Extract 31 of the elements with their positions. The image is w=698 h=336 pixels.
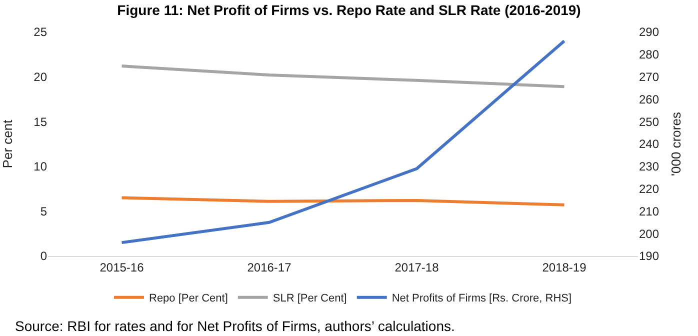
y2-tick-label: 200: [639, 226, 660, 241]
y2-tick-label: 260: [639, 92, 660, 106]
x-tick-label: 2016-17: [247, 260, 292, 274]
x-tick-label: 2018-19: [542, 260, 587, 274]
y2-tick-label: 250: [639, 114, 660, 129]
legend-label: SLR [Per Cent]: [272, 292, 347, 305]
y-axis-title: Per cent: [0, 119, 15, 168]
x-tick-label: 2017-18: [394, 260, 440, 274]
y2-tick-label: 210: [639, 204, 660, 218]
y2-tick-label: 290: [639, 25, 660, 40]
chart-title: Figure 11: Net Profit of Firms vs. Repo Rate and SLR Rate (2016-2019): [117, 2, 581, 18]
y-tick-label: 10: [34, 160, 48, 174]
source-note: Source: RBI for rates and for Net Profits of Firms, authors’ calculations.: [15, 318, 455, 334]
y2-tick-label: 270: [639, 70, 660, 84]
y2-axis-title: '000 crores: [668, 112, 684, 176]
y2-tick-label: 240: [639, 137, 660, 152]
line-series: [120, 196, 566, 206]
x-tick-label: 2015-16: [100, 260, 144, 274]
y-tick-label: 5: [40, 204, 48, 218]
y-tick-label: 25: [34, 25, 48, 40]
y2-tick-label: 280: [639, 48, 660, 62]
y-tick-label: 15: [34, 114, 48, 129]
line-series: [120, 64, 566, 88]
y2-tick-label: 230: [639, 160, 660, 174]
y2-tick-label: 190: [639, 249, 660, 264]
y2-tick-label: 220: [639, 182, 660, 196]
y-tick-label: 20: [34, 70, 48, 84]
legend-label: Net Profits of Firms [Rs. Crore, RHS]: [392, 292, 572, 305]
legend-label: Repo [Per Cent]: [149, 292, 228, 305]
y-tick-label: 0: [40, 249, 48, 264]
line-series: [120, 39, 566, 244]
